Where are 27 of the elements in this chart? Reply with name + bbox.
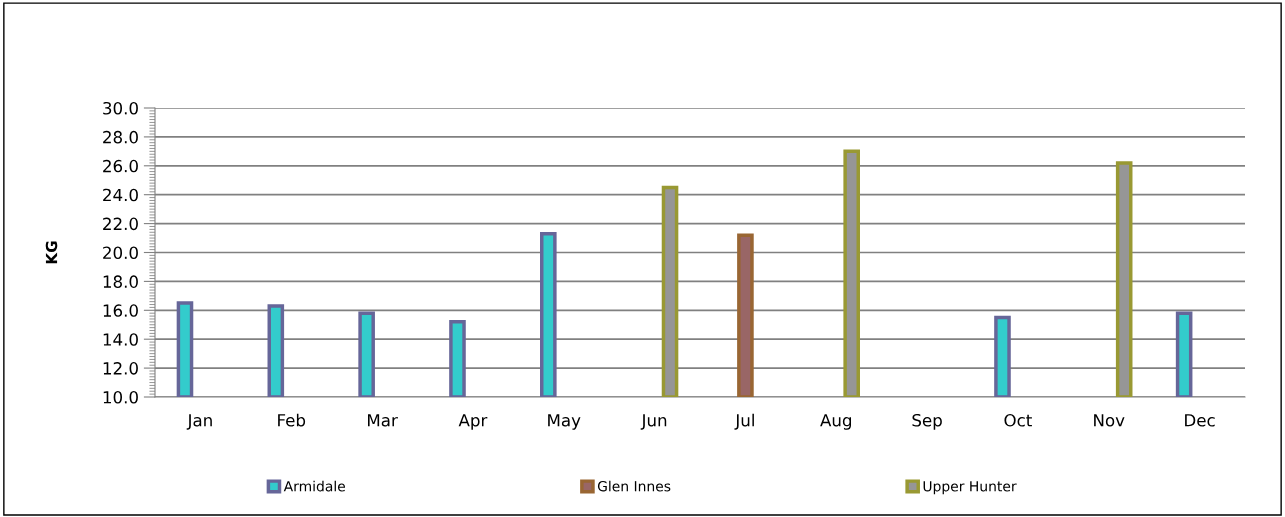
x-tick-label: Apr [458, 414, 488, 430]
x-tick-label: Jul [734, 413, 754, 430]
y-tick-label: 24.0 [103, 188, 138, 202]
y-tick-label: 10.0 [103, 390, 138, 404]
y-tick-label: 16.0 [103, 304, 138, 317]
y-tick-label: 18.0 [103, 275, 138, 288]
y-tick-label: 28.0 [103, 130, 138, 144]
y-tick-label: 14.0 [103, 333, 138, 346]
x-tick-label: Sep [912, 413, 942, 430]
x-tick-label: Jan [186, 414, 212, 430]
x-tick-label: Aug [820, 414, 852, 430]
y-tick-label: 30.0 [103, 101, 138, 115]
x-tick-label: Feb [278, 413, 306, 427]
x-tick-label: Jun [640, 414, 667, 430]
x-tick-label: Oct [1004, 413, 1032, 427]
x-tick-label: Mar [368, 414, 398, 427]
x-tick-label: May [548, 414, 581, 430]
legend-label: Armidale [283, 480, 346, 492]
y-tick-label: 26.0 [103, 159, 138, 173]
y-axis-title: KG [45, 241, 58, 264]
legend-label: Upper Hunter [923, 481, 1017, 495]
x-tick-label: Nov [1094, 414, 1125, 427]
y-tick-label: 12.0 [103, 362, 138, 375]
y-tick-label: 22.0 [103, 217, 138, 231]
legend-label: Glen Innes [597, 480, 671, 492]
x-tick-label: Dec [1185, 414, 1215, 427]
y-tick-label: 20.0 [103, 246, 138, 260]
